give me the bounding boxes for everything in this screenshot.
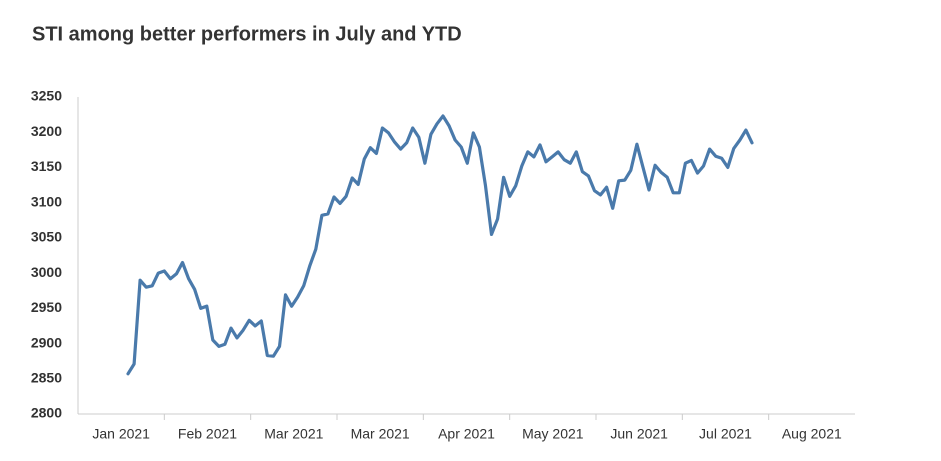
line-series	[126, 114, 754, 376]
y-tick-label: 2800	[31, 405, 62, 421]
x-tick-label: Mar 2021	[264, 426, 323, 442]
x-tick-label: Aug 2021	[782, 426, 842, 442]
x-tick-label: May 2021	[522, 426, 584, 442]
chart-title: STI among better performers in July and …	[32, 23, 462, 45]
y-tick-label: 2950	[31, 299, 62, 315]
y-tick-label: 3050	[31, 229, 62, 245]
y-tick-label: 2900	[31, 334, 62, 350]
y-tick-label: 3250	[31, 88, 62, 104]
x-tick-label: Jan 2021	[92, 426, 150, 442]
x-tick-label: Jun 2021	[610, 426, 668, 442]
y-tick-label: 3100	[31, 193, 62, 209]
x-tick-label: Mar 2021	[351, 426, 410, 442]
x-tick-label: Apr 2021	[438, 426, 495, 442]
y-tick-label: 3000	[31, 264, 62, 280]
y-tick-label: 2850	[31, 369, 62, 385]
x-tick-label: Jul 2021	[699, 426, 752, 442]
x-tick-label: Feb 2021	[178, 426, 237, 442]
y-tick-label: 3150	[31, 158, 62, 174]
y-tick-label: 3200	[31, 123, 62, 139]
